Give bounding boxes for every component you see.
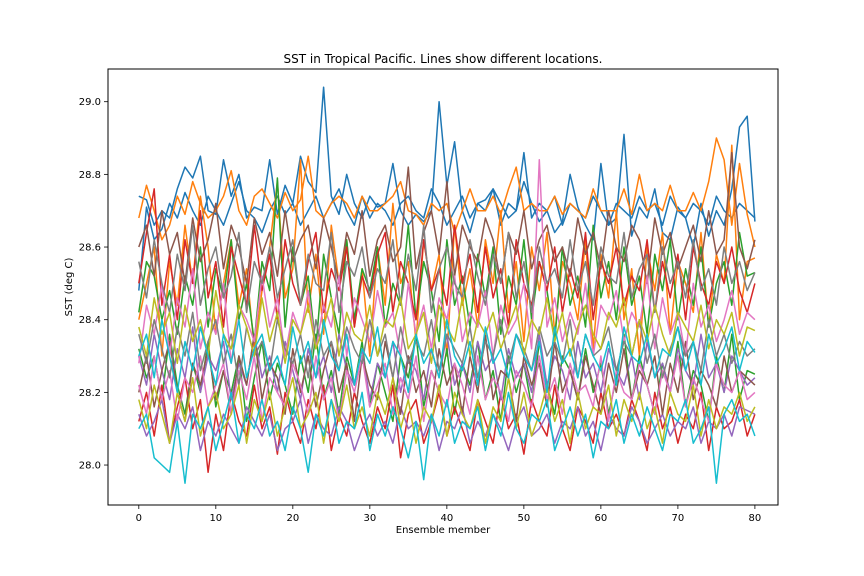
series-line-17 xyxy=(138,289,756,365)
y-tick-label: 29.0 xyxy=(79,97,101,108)
y-axis-label: SST (deg C) xyxy=(64,258,75,317)
series-line-16 xyxy=(138,311,756,386)
x-axis-label: Ensemble member xyxy=(396,525,491,536)
series-line-18 xyxy=(138,377,756,444)
y-tick-label: 28.6 xyxy=(79,243,101,254)
x-tick-label: 20 xyxy=(286,513,299,524)
y-tick-label: 28.8 xyxy=(79,170,101,181)
x-tick-label: 40 xyxy=(440,513,453,524)
series-line-5 xyxy=(138,177,756,350)
series-line-20 xyxy=(138,318,756,394)
series-line-15 xyxy=(138,224,756,314)
plot-frame xyxy=(107,68,779,506)
y-tick-label: 28.4 xyxy=(79,315,101,326)
chart-title: SST in Tropical Pacific. Lines show diff… xyxy=(284,52,603,66)
y-tick-label: 28.2 xyxy=(79,388,101,399)
x-tick-label: 80 xyxy=(749,513,762,524)
series-line-14 xyxy=(138,355,756,423)
y-axis-ticks: 28.0 28.2 28.4 28.6 28.8 29.0 xyxy=(79,97,108,472)
y-tick-label: 28.0 xyxy=(79,461,101,472)
x-tick-label: 50 xyxy=(517,513,530,524)
x-tick-label: 30 xyxy=(363,513,376,524)
x-tick-label: 70 xyxy=(672,513,685,524)
series-line-19 xyxy=(138,391,756,484)
series-line-3 xyxy=(138,137,756,248)
x-tick-label: 60 xyxy=(595,513,608,524)
series-lines xyxy=(138,86,756,484)
x-axis-ticks: 0 10 20 30 40 50 60 70 80 xyxy=(136,505,762,524)
x-tick-label: 10 xyxy=(209,513,222,524)
x-tick-label: 0 xyxy=(136,513,142,524)
